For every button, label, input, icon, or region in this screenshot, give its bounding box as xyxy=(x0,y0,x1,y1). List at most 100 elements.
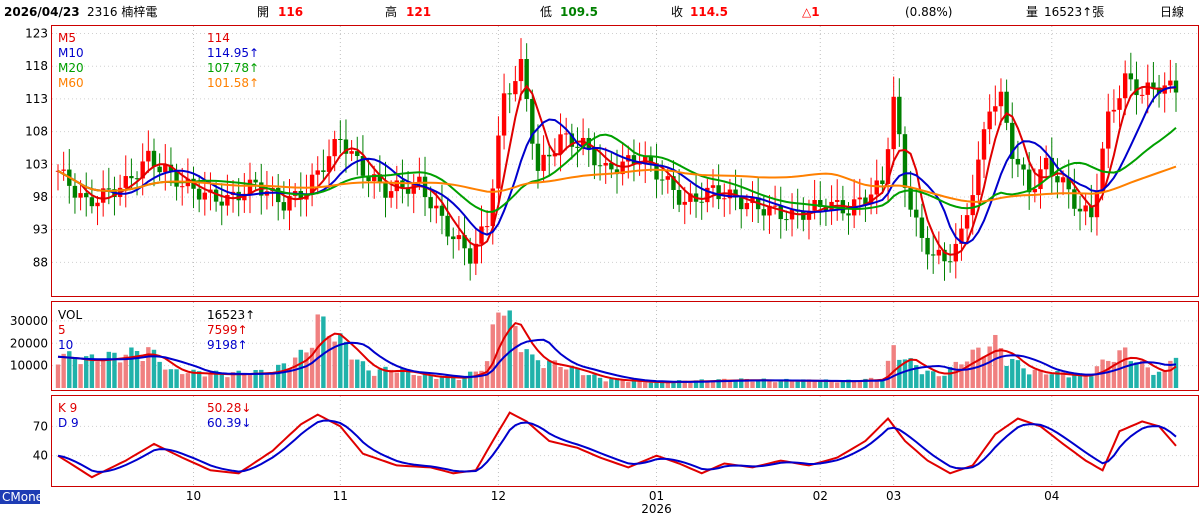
volume-bar xyxy=(880,379,885,388)
candle-body xyxy=(563,133,569,135)
candle-body xyxy=(383,181,388,198)
candle-body xyxy=(1083,205,1088,212)
candle-body xyxy=(355,151,360,157)
candle-body xyxy=(987,111,992,130)
candle-body xyxy=(925,237,930,255)
period-label: 日線 xyxy=(1160,4,1184,19)
d-line xyxy=(57,419,1177,473)
stock-name: 2316 楠梓電 xyxy=(87,4,157,19)
candle-body xyxy=(648,156,654,164)
volume-bar xyxy=(778,379,783,388)
volume-bar xyxy=(117,362,123,388)
candle-body xyxy=(637,163,642,165)
candle-body xyxy=(1026,169,1032,193)
volume-bar xyxy=(360,361,366,388)
volume-bar xyxy=(185,373,191,388)
volume-bar xyxy=(682,380,687,388)
volume-bar xyxy=(78,364,83,388)
volume-bar xyxy=(100,360,106,388)
volume-bar xyxy=(914,365,919,388)
volume-bar xyxy=(1089,376,1094,388)
volume-bar xyxy=(366,370,371,388)
candle-body xyxy=(1089,205,1094,218)
candle-body xyxy=(84,193,89,198)
volume-bar xyxy=(981,356,987,388)
volume-bar xyxy=(609,378,614,388)
volume-bar xyxy=(321,316,326,388)
volume-bar xyxy=(163,369,168,388)
kd-panel-frame xyxy=(51,395,1199,487)
ma60-line xyxy=(57,165,1177,203)
candle-body xyxy=(1055,176,1060,183)
volume-bar xyxy=(676,380,682,388)
candle-body xyxy=(722,198,727,200)
volume-bar xyxy=(1156,371,1162,388)
volume-bar xyxy=(123,354,128,388)
x-tick-label: 04 xyxy=(1044,489,1059,503)
candle-body xyxy=(671,176,676,190)
candle-body xyxy=(772,205,778,207)
volume-bar xyxy=(857,381,862,388)
candle-body xyxy=(151,150,157,167)
candle-body xyxy=(541,154,546,171)
candle-body xyxy=(253,179,258,183)
candle-body xyxy=(614,169,620,175)
legend-value: 114 xyxy=(207,31,230,45)
volume-bar xyxy=(1077,373,1083,388)
candle-body xyxy=(1145,82,1150,95)
volume-bar xyxy=(1055,370,1060,388)
volume-bar xyxy=(1128,361,1134,388)
candle-body xyxy=(129,176,134,179)
candle-body xyxy=(428,197,433,209)
candle-body xyxy=(885,149,891,184)
volume-bar xyxy=(541,368,546,388)
volume-bar xyxy=(535,360,541,388)
volume-label: 量 xyxy=(1026,5,1038,19)
legend-label: M10 xyxy=(58,46,84,60)
candle-body xyxy=(439,205,445,216)
volume-bar xyxy=(603,381,608,388)
x-tick-label: 11 xyxy=(333,489,348,503)
candle-body xyxy=(981,129,987,160)
volume-bar xyxy=(501,315,507,388)
candle-body xyxy=(801,211,806,220)
candle-body xyxy=(343,139,349,154)
legend-value: 9198↑ xyxy=(207,338,248,352)
low-label: 低 xyxy=(540,5,552,19)
volume-bar xyxy=(547,360,552,388)
volume-bar xyxy=(868,377,874,388)
candle-body xyxy=(1168,80,1173,86)
volume-bar xyxy=(507,310,512,388)
volume-bar xyxy=(428,375,433,388)
volume-bar xyxy=(851,380,857,388)
legend-value: 50.28↓ xyxy=(207,401,251,415)
brand-label: CMoney xyxy=(2,490,50,504)
candle-body xyxy=(908,187,913,210)
volume-bar xyxy=(891,345,896,388)
candle-body xyxy=(976,159,981,196)
volume-bar xyxy=(467,371,473,388)
candle-body xyxy=(953,243,958,262)
volume-y-tick: 10000 xyxy=(10,359,48,373)
candle-body xyxy=(225,194,230,206)
candle-body xyxy=(202,192,208,200)
candle-body xyxy=(61,169,66,171)
volume-bar xyxy=(1021,368,1026,388)
candle-body xyxy=(857,197,862,200)
volume-bar xyxy=(1173,357,1179,388)
candle-body xyxy=(699,201,704,203)
candle-body xyxy=(287,195,292,211)
volume-bar xyxy=(151,349,157,388)
candle-body xyxy=(462,235,467,249)
volume-bar xyxy=(688,382,693,388)
candle-body xyxy=(1077,208,1083,212)
volume-bar xyxy=(648,382,654,388)
candle-body xyxy=(247,179,253,194)
legend-value: 7599↑ xyxy=(207,323,248,337)
candle-body xyxy=(1151,82,1156,88)
candle-body xyxy=(219,201,224,206)
volume-bar xyxy=(931,371,936,388)
volume-bar xyxy=(1162,371,1167,388)
volume-bar xyxy=(400,368,405,388)
volume-bar xyxy=(445,374,450,388)
